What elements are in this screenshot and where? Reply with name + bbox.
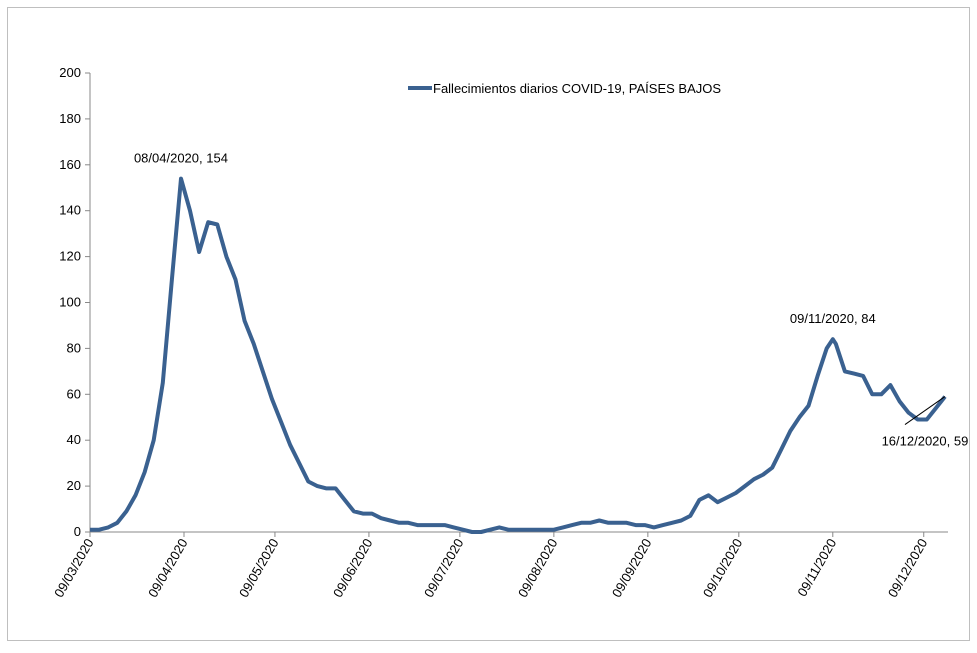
legend-label: Fallecimientos diarios COVID-19, PAÍSES … [433,81,721,96]
annotation: 16/12/2020, 59 [882,434,969,449]
y-tick-label: 100 [59,295,81,310]
y-tick-label: 40 [67,432,81,447]
y-tick-label: 0 [74,524,81,539]
annotation-leader [904,396,946,426]
y-tick-label: 160 [59,157,81,172]
y-tick-label: 120 [59,249,81,264]
y-tick-label: 200 [59,65,81,80]
y-tick-label: 20 [67,478,81,493]
y-tick-label: 80 [67,340,81,355]
series-line [90,176,947,534]
y-tick-label: 140 [59,203,81,218]
annotation: 09/11/2020, 84 [790,311,876,326]
y-tick-label: 60 [67,386,81,401]
annotation: 08/04/2020, 154 [134,151,228,166]
y-tick-label: 180 [59,111,81,126]
